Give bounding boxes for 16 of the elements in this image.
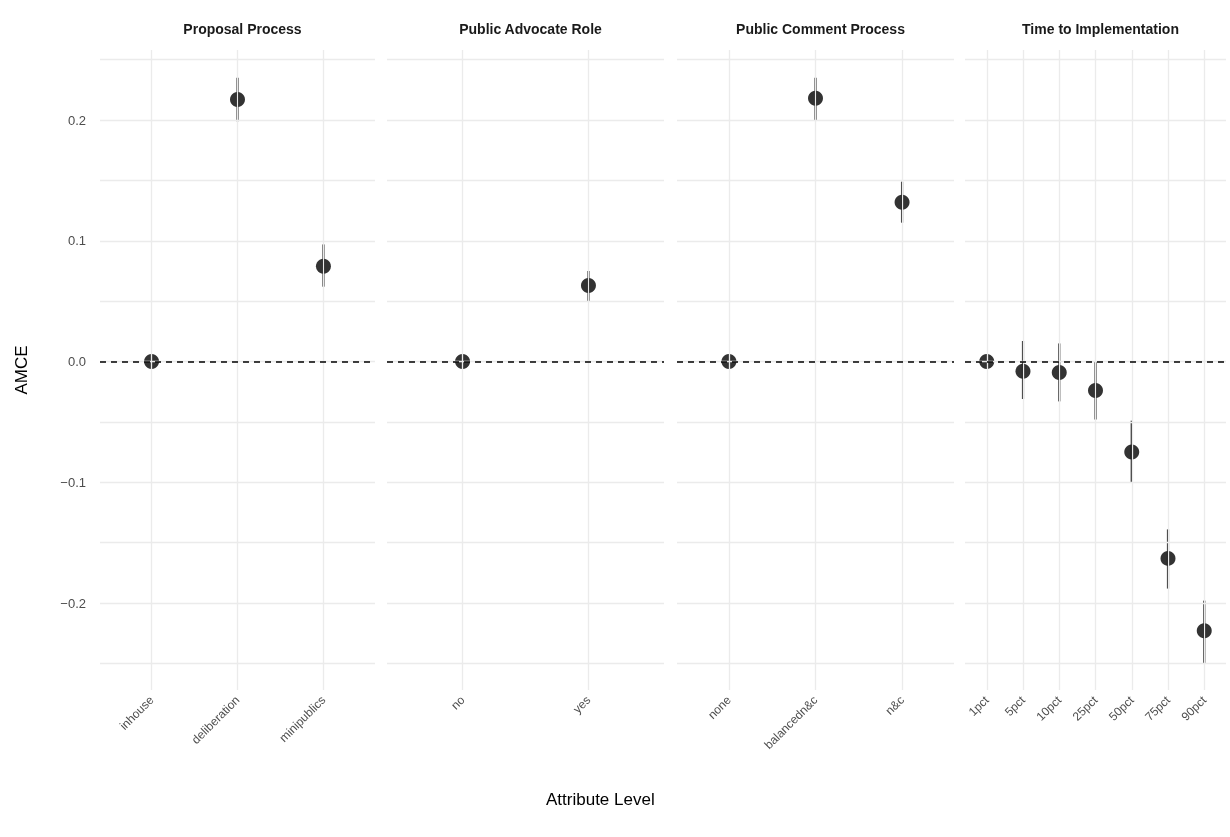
y-axis-title: AMCE: [12, 345, 31, 395]
y-tick-label: 0.2: [67, 112, 86, 128]
y-tick-label: −0.1: [60, 474, 86, 490]
x-tick-label: yes: [570, 693, 594, 717]
x-tick-label: n&c: [882, 693, 908, 718]
y-tick-label: −0.2: [60, 595, 86, 611]
chart-title: Public Advocate Role: [459, 21, 603, 37]
y-tick-label: 0.0: [67, 354, 86, 370]
chart-title: Public Comment Process: [736, 21, 906, 37]
x-tick-label: 1pct: [965, 692, 993, 719]
x-axis-title: Attribute Level: [546, 790, 655, 810]
y-tick-label: 0.1: [67, 233, 86, 249]
x-tick-label: no: [448, 692, 468, 713]
chart-title: Time to Implementation: [1022, 21, 1179, 37]
x-tick-label: 5pct: [1002, 692, 1029, 719]
chart-title: Proposal Process: [183, 21, 302, 37]
